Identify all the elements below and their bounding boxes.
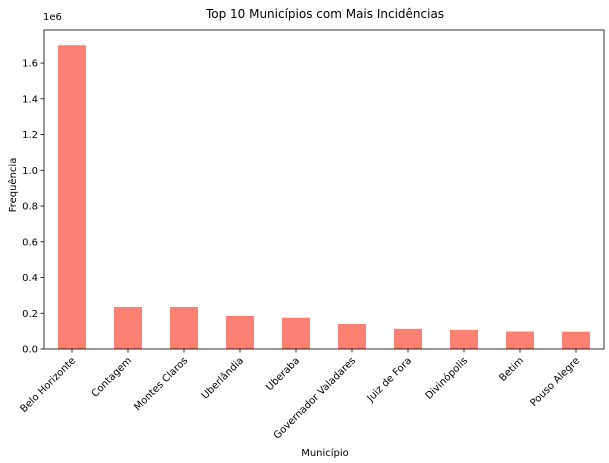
bar: [226, 315, 254, 349]
x-tick-label: Betim: [498, 355, 527, 384]
bar: [114, 307, 142, 349]
y-axis-label: Frequência: [7, 158, 19, 213]
bar: [450, 329, 478, 349]
bar: [58, 45, 86, 349]
x-tick-label: Belo Horizonte: [18, 355, 78, 415]
bars-group: [58, 45, 590, 349]
chart-title: Top 10 Municípios com Mais Incidências: [205, 7, 444, 21]
plot-frame: [43, 29, 605, 350]
x-tick-label: Uberaba: [264, 355, 302, 393]
y-tick-label: 1.0: [22, 166, 38, 177]
y-tick-label: 1.4: [22, 94, 38, 105]
y-ticks-group: 0.0 0.2 0.4 0.6 0.8 1.0 1.2 1.4 1.6: [22, 59, 44, 356]
x-tick-label: Divinópolis: [423, 355, 470, 402]
y-tick-label: 1.6: [22, 59, 38, 70]
bar: [170, 307, 198, 349]
y-tick-label: 0.2: [22, 309, 38, 320]
x-axis-label: Município: [301, 447, 349, 459]
x-tick-label: Pouso Alegre: [529, 355, 583, 409]
bar: [394, 328, 422, 349]
bar: [562, 331, 590, 349]
y-tick-label: 1.2: [22, 130, 38, 141]
y-tick-label: 0.8: [22, 202, 38, 213]
x-tick-label: Montes Claros: [132, 355, 190, 413]
bar: [282, 317, 310, 349]
bar: [506, 331, 534, 349]
y-tick-label: 0.4: [22, 273, 38, 284]
x-tick-label: Uberlândia: [199, 355, 246, 402]
y-tick-label: 0.6: [22, 237, 38, 248]
x-tick-label: Contagem: [90, 355, 134, 399]
y-tick-label: 0.0: [22, 345, 38, 356]
axis-offset-label: 1e6: [43, 12, 62, 23]
x-tick-label: Juiz de Fora: [365, 355, 414, 404]
bar: [338, 323, 366, 349]
